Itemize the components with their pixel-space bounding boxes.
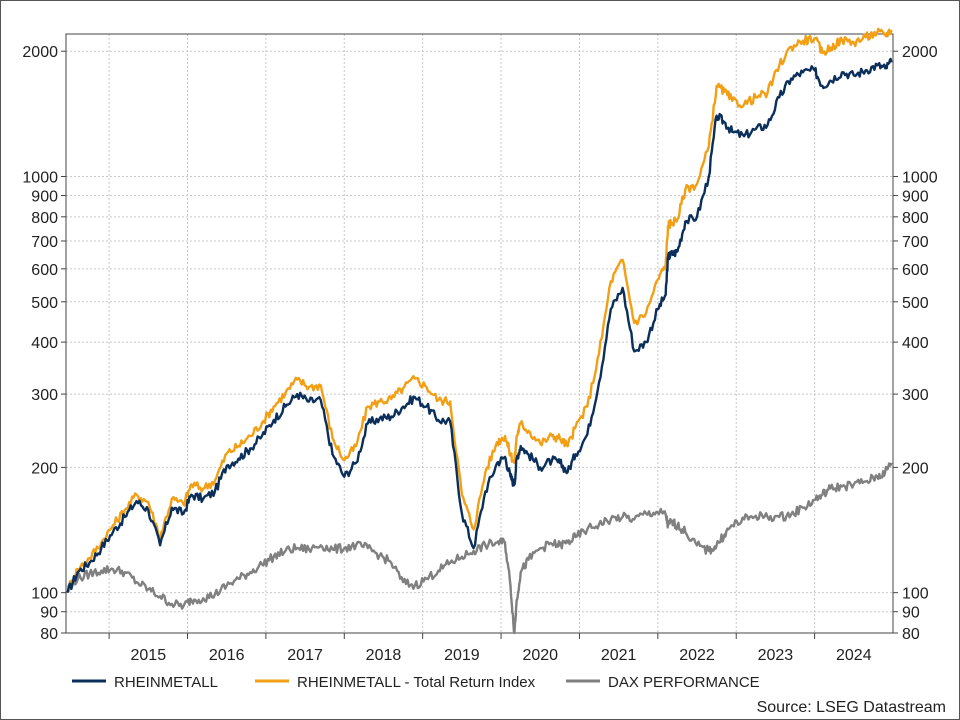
y-tick-label-right: 300 [902,387,929,404]
x-axis: 2015 2016 2017 2018 2019 2020 2021 2022 2023 2024 [108,633,872,664]
x-tick-label: 2017 [287,647,323,664]
y-tick-label-left: 500 [31,295,58,312]
y-tick-label-left: 200 [31,460,58,477]
x-tick-label: 2024 [836,647,872,664]
x-tick-label: 2018 [366,647,402,664]
y-tick-label-right: 700 [902,234,929,251]
legend-label-1: RHEINMETALL - Total Return Index [297,674,536,691]
x-tick-label: 2016 [209,647,245,664]
x-tick-label: 2022 [679,647,715,664]
y-tick-label-right: 90 [902,605,920,622]
y-tick-label-right: 400 [902,335,929,352]
y-tick-label-left: 400 [31,335,58,352]
plot-area-border [65,33,894,634]
legend-label-2: DAX PERFORMANCE [608,674,760,691]
y-tick-label-right: 2000 [902,44,938,61]
y-tick-label-left: 900 [31,189,58,206]
y-tick-label-right: 900 [902,189,929,206]
y-tick-label-right: 80 [902,626,920,643]
y-tick-label-left: 600 [31,262,58,279]
y-tick-label-right: 1000 [902,170,938,187]
y-tick-label-left: 90 [40,605,58,622]
y-tick-label-right: 600 [902,262,929,279]
y-axis-left: 80 90 100 200 300 400 500 600 700 800 900 1000 2000 [22,44,66,643]
y-axis-right: 80 90 100 200 300 400 500 600 700 800 900 1000 2000 [893,44,938,643]
x-tick-label: 2015 [131,647,167,664]
y-tick-label-right: 200 [902,460,929,477]
source-note: Source: LSEG Datastream [757,699,946,716]
x-tick-label: 2021 [601,647,637,664]
y-tick-label-left: 300 [31,387,58,404]
x-tick-label: 2019 [444,647,480,664]
y-tick-label-left: 800 [31,210,58,227]
series-lines [66,27,893,635]
y-tick-label-right: 500 [902,295,929,312]
x-tick-label: 2020 [522,647,558,664]
y-tick-label-left: 700 [31,234,58,251]
y-tick-label-left: 100 [31,586,58,603]
series-line-1 [67,27,893,593]
legend: RHEINMETALL RHEINMETALL - Total Return In… [72,674,760,691]
y-tick-label-right: 800 [902,210,929,227]
series-line-2 [67,462,893,635]
y-tick-label-left: 80 [40,626,58,643]
x-tick-label: 2023 [758,647,794,664]
y-tick-label-left: 1000 [22,170,58,187]
series-line-0 [66,57,893,593]
legend-label-0: RHEINMETALL [114,674,218,691]
y-tick-label-right: 100 [902,586,929,603]
y-tick-label-left: 2000 [22,44,58,61]
